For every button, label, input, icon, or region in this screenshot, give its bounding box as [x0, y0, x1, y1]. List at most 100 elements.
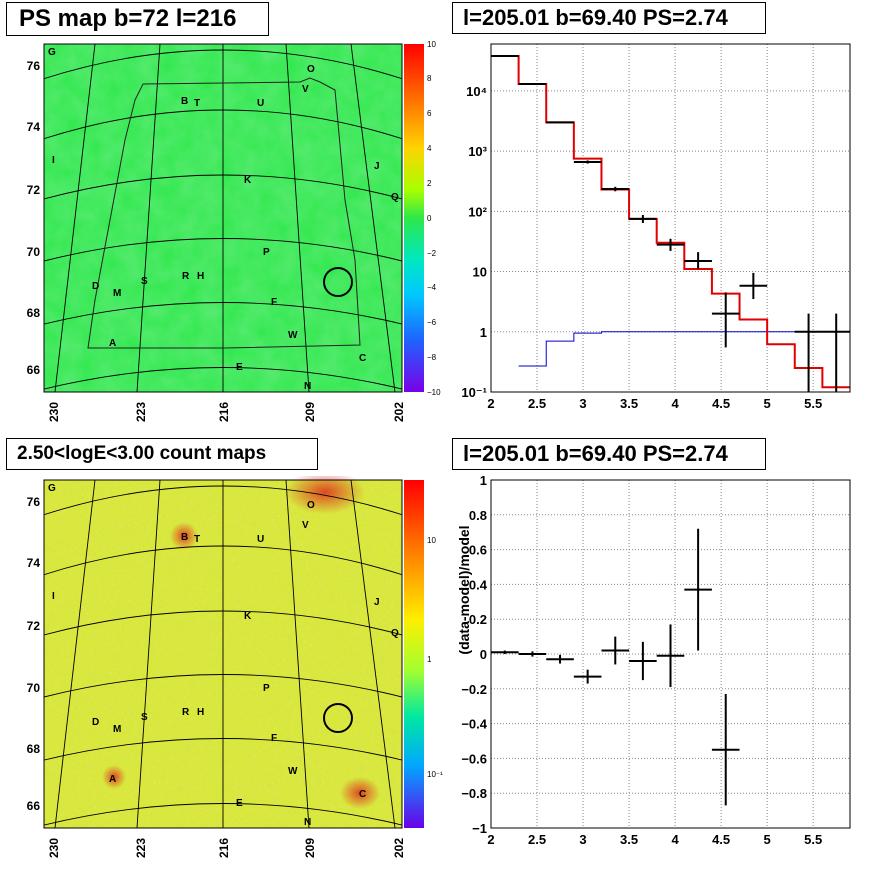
src-W: W — [288, 766, 298, 777]
spectrum-x-tick: 2 — [487, 396, 494, 411]
lon-tick: 202 — [392, 402, 406, 422]
lon-tick: 223 — [134, 838, 148, 858]
cbar-tick: 8 — [427, 74, 432, 83]
lon-tick: 209 — [303, 402, 317, 422]
cbar-tick: 0 — [427, 214, 432, 223]
spectrum-data-point — [822, 313, 850, 392]
residuals-y-tick: 0 — [480, 647, 487, 662]
ps-colorbar-ticks: 10 8 6 4 2 0 −2 −4 −6 −8 −10 — [427, 40, 441, 397]
spectrum-data-point — [518, 83, 547, 86]
ps-map-roi-circle — [323, 267, 353, 297]
counts-colorbar — [404, 480, 424, 828]
src-B: B — [181, 532, 188, 543]
residuals-y-tick: 0.2 — [469, 612, 487, 627]
cbar-tick: −2 — [427, 249, 437, 258]
spectrum-x-tick: 3.5 — [620, 396, 638, 411]
src-D: D — [92, 717, 99, 728]
src-A: A — [109, 338, 116, 349]
cbar-tick: 10⁻¹ — [427, 770, 443, 779]
src-W: W — [288, 330, 298, 341]
residuals-frame — [490, 479, 851, 829]
spectrum-y-tick: 1 — [480, 325, 487, 340]
residuals-y-tick: −0.8 — [461, 786, 487, 801]
src-K: K — [244, 175, 252, 186]
cbar-tick: 4 — [427, 144, 432, 153]
src-P: P — [263, 247, 270, 258]
src-O: O — [307, 500, 315, 511]
residuals-data-point — [491, 650, 519, 654]
ps-map-lon-ticks: 230 223 216 209 202 — [47, 402, 406, 422]
spectrum-y-tick: 10⁴ — [466, 84, 487, 99]
lat-tick: 68 — [27, 306, 41, 320]
lon-tick: 216 — [217, 838, 231, 858]
residuals-x-tick: 5.5 — [804, 832, 822, 847]
src-J: J — [374, 597, 380, 608]
ps-map-panel: G O V B T U I J K Q P D M S R H F W A C … — [27, 40, 441, 422]
spectrum-title-text: l=205.01 b=69.40 PS=2.74 — [463, 5, 728, 30]
count-map-roi-circle — [323, 703, 353, 733]
spectrum-x-tick: 4 — [671, 396, 679, 411]
spectrum-data-point — [491, 54, 519, 57]
lat-tick: 66 — [27, 363, 41, 377]
ps-colorbar — [404, 44, 424, 392]
count-map-grid — [44, 480, 402, 828]
spectrum-frame — [490, 43, 851, 393]
residuals-x-tick: 3.5 — [620, 832, 638, 847]
src-R: R — [182, 707, 190, 718]
src-A: A — [109, 774, 116, 785]
spectrum-x-tick: 3 — [579, 396, 586, 411]
lat-tick: 72 — [27, 619, 41, 633]
src-R: R — [182, 271, 190, 282]
src-G: G — [48, 47, 56, 58]
residuals-y-tick: −0.6 — [461, 751, 487, 766]
src-V: V — [302, 520, 309, 531]
lon-tick: 202 — [392, 838, 406, 858]
spectrum-x-tick: 5.5 — [804, 396, 822, 411]
spectrum-title: l=205.01 b=69.40 PS=2.74 — [452, 2, 766, 34]
lon-tick: 230 — [47, 838, 61, 858]
cbar-tick: 6 — [427, 109, 432, 118]
src-H: H — [197, 271, 204, 282]
residuals-y-tick: −0.4 — [461, 717, 487, 732]
lon-tick: 216 — [217, 402, 231, 422]
lon-tick: 223 — [134, 402, 148, 422]
count-map-title-text: 2.50<logE<3.00 count maps — [17, 443, 267, 464]
cbar-tick: 2 — [427, 179, 432, 188]
src-C: C — [359, 789, 366, 800]
residuals-y-tick: 1 — [480, 476, 487, 488]
src-E: E — [236, 362, 243, 373]
src-M: M — [113, 724, 121, 735]
spectrum-y-tick: 10 — [473, 265, 487, 280]
spectrum-data-point — [573, 160, 602, 164]
src-I: I — [52, 155, 55, 166]
lat-tick: 66 — [27, 799, 41, 813]
src-K: K — [244, 611, 252, 622]
ps-map-source-labels: G O V B T U I J K Q P D M S R H F W A C … — [48, 47, 399, 392]
ps-map-grid — [44, 44, 402, 392]
residuals-data-point — [656, 624, 685, 688]
total-model-line — [491, 54, 850, 389]
residuals-x-tick: 4.5 — [712, 832, 730, 847]
src-N: N — [304, 381, 311, 392]
spectrum-x-tick: 5 — [764, 396, 771, 411]
residuals-data-point — [546, 654, 574, 664]
src-D: D — [92, 281, 99, 292]
ps-map-lat-ticks: 76 74 72 70 68 66 — [27, 59, 41, 377]
residuals-title-text: l=205.01 b=69.40 PS=2.74 — [463, 441, 728, 466]
cbar-tick: 10 — [427, 536, 436, 545]
lon-tick: 230 — [47, 402, 61, 422]
spectrum-x-tick: 4.5 — [712, 396, 730, 411]
lat-tick: 70 — [27, 681, 41, 695]
src-F: F — [271, 733, 277, 744]
src-U: U — [257, 98, 264, 109]
src-O: O — [307, 64, 315, 75]
spectrum-data-point — [711, 292, 740, 348]
src-M: M — [113, 288, 121, 299]
spectrum-y-tick: 10² — [468, 204, 487, 219]
residuals-title: l=205.01 b=69.40 PS=2.74 — [452, 438, 766, 470]
count-map-source-labels: G O V B T U I J K Q P D M S R H F W A C … — [48, 483, 399, 828]
src-V: V — [302, 84, 309, 95]
cbar-tick: −6 — [427, 318, 437, 327]
residuals-data-point — [518, 651, 547, 657]
spectrum-data-point — [546, 121, 574, 124]
